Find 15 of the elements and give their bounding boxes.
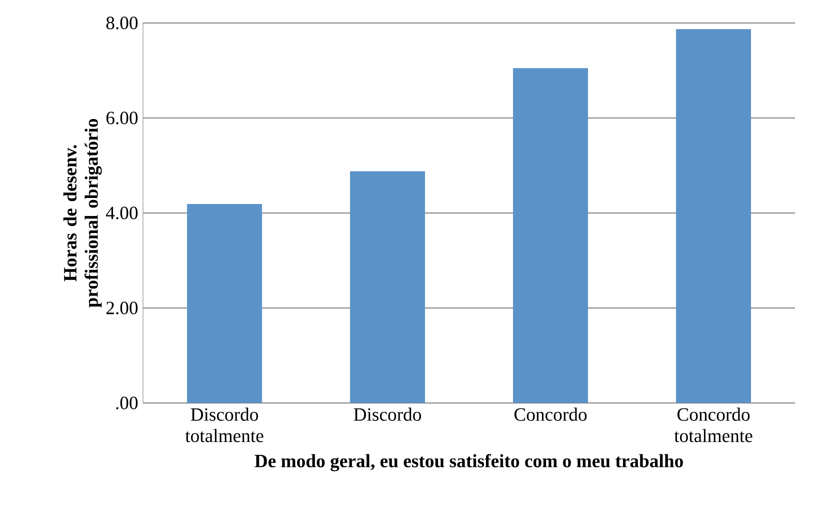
x-axis-title: De modo geral, eu estou satisfeito com o meu trabalho [254,454,683,472]
x-tick-label: Discordo [354,408,421,421]
x-tick-label: Concordo totalmente [674,408,752,442]
y-tick-label: 8.00 [106,16,138,30]
y-tick-label: 4.00 [106,206,138,220]
x-tick-label: Concordo [514,408,587,421]
y-tick-label: .00 [116,396,138,410]
x-tick-label: Discordo totalmente [185,408,264,442]
y-axis-title: Horas de desenv. profissional obrigatório [63,118,102,308]
y-tick-label: 2.00 [106,302,138,314]
bar [513,68,588,403]
bar [676,29,751,403]
y-tick-label: 6.00 [106,112,138,124]
bar [187,204,262,403]
bar [350,171,425,403]
